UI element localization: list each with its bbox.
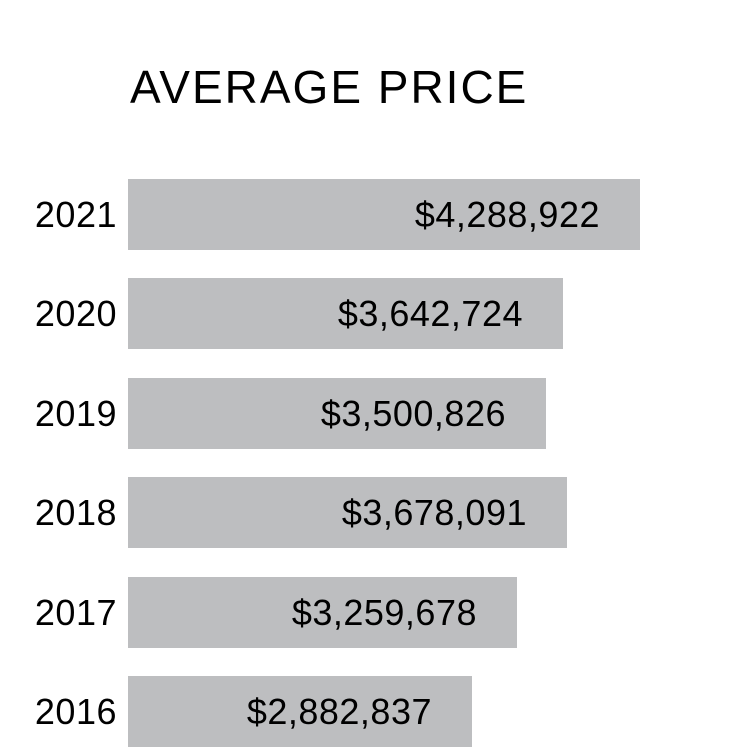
bar-row: 2016 $2,882,837 xyxy=(0,676,750,747)
price-bar: $4,288,922 xyxy=(128,179,640,250)
price-value-label: $3,500,826 xyxy=(320,392,506,434)
price-value-label: $3,642,724 xyxy=(337,292,523,334)
price-bar: $2,882,837 xyxy=(128,676,472,747)
price-value-label: $2,882,837 xyxy=(246,690,432,732)
bar-row: 2021 $4,288,922 xyxy=(0,179,750,250)
bar-rows-container: 2021 $4,288,922 2020 $3,642,724 2019 $3,… xyxy=(0,179,750,750)
year-label: 2021 xyxy=(34,193,117,235)
chart-title: AVERAGE PRICE xyxy=(130,61,529,113)
price-bar: $3,642,724 xyxy=(128,278,563,349)
price-bar: $3,259,678 xyxy=(128,577,517,648)
price-value-label: $3,259,678 xyxy=(291,591,477,633)
year-label: 2017 xyxy=(34,591,117,633)
bar-row: 2018 $3,678,091 xyxy=(0,477,750,548)
year-label: 2016 xyxy=(34,690,117,732)
bar-row: 2017 $3,259,678 xyxy=(0,577,750,648)
bar-row: 2020 $3,642,724 xyxy=(0,278,750,349)
year-label: 2018 xyxy=(34,491,117,533)
price-value-label: $4,288,922 xyxy=(414,193,600,235)
bar-row: 2019 $3,500,826 xyxy=(0,378,750,449)
price-bar: $3,678,091 xyxy=(128,477,567,548)
price-bar: $3,500,826 xyxy=(128,378,546,449)
year-label: 2020 xyxy=(34,292,117,334)
year-label: 2019 xyxy=(34,392,117,434)
price-value-label: $3,678,091 xyxy=(341,491,527,533)
